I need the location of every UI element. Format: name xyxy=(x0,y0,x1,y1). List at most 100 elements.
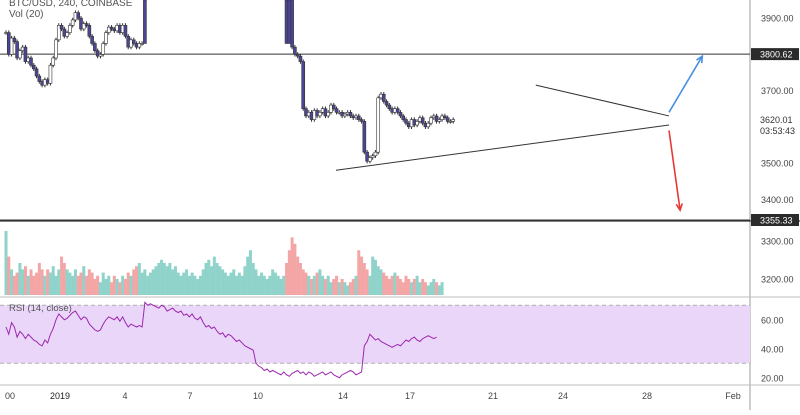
candle xyxy=(106,26,111,33)
volume-bar xyxy=(410,282,414,295)
volume-bar xyxy=(26,275,30,295)
candle xyxy=(359,119,364,122)
volume-bar xyxy=(21,269,25,295)
candle xyxy=(445,117,450,122)
volume-bar xyxy=(135,266,139,295)
volume-bar xyxy=(248,250,252,295)
candle xyxy=(295,54,300,57)
volume-bar xyxy=(118,282,122,295)
volume-bar xyxy=(126,272,130,295)
volume-bar xyxy=(168,263,172,295)
candle xyxy=(98,54,103,57)
volume-bar xyxy=(360,256,364,295)
volume-bar xyxy=(332,279,336,295)
volume-bar xyxy=(146,275,150,295)
candle xyxy=(434,115,439,122)
candle xyxy=(90,35,94,44)
volume-bar xyxy=(215,263,219,295)
volume-bar xyxy=(185,269,189,295)
price-label-box xyxy=(751,124,799,137)
volume-bar xyxy=(304,272,308,295)
volume-axis-tick-label: 3200.00 xyxy=(761,275,794,285)
rsi-band xyxy=(0,305,750,364)
volume-bar xyxy=(401,282,405,295)
volume-bar xyxy=(35,272,39,295)
volume-bar xyxy=(312,275,316,295)
price-label: 3355.33 xyxy=(760,216,793,226)
rsi-axis-tick-label: 40.00 xyxy=(761,344,784,354)
candle xyxy=(404,119,408,124)
candle xyxy=(101,43,106,55)
candle xyxy=(9,37,14,55)
candle xyxy=(370,155,375,158)
candle xyxy=(287,0,292,44)
volume-bar xyxy=(157,263,161,295)
volume-bar xyxy=(151,269,155,295)
candle xyxy=(429,117,433,124)
volume-bar xyxy=(85,275,89,295)
symbol-label: BTC/USD, 240, COINBASE xyxy=(9,0,133,9)
volume-bar xyxy=(404,275,408,295)
price-label-box xyxy=(751,48,799,61)
time-axis-tick-label: 24 xyxy=(558,391,568,401)
volume-bar xyxy=(287,250,291,295)
volume-bar xyxy=(143,269,147,295)
volume-bar xyxy=(426,285,430,295)
candle xyxy=(443,115,447,119)
volume-bar xyxy=(12,275,16,295)
volume-bar xyxy=(276,275,280,295)
volume-bar xyxy=(87,269,91,295)
volume-bar xyxy=(226,275,230,295)
volume-bar xyxy=(285,263,289,295)
candle xyxy=(334,108,339,113)
volume-bar xyxy=(104,279,108,295)
time-axis-tick-label: 4 xyxy=(122,391,127,401)
candle xyxy=(12,37,17,42)
volume-bar xyxy=(440,282,444,295)
volume-bar xyxy=(257,275,261,295)
volume-bar xyxy=(268,275,272,295)
candle xyxy=(18,50,22,59)
rsi-line xyxy=(5,301,437,379)
volume-bar xyxy=(371,256,375,295)
volume-bar xyxy=(115,279,119,295)
candle xyxy=(356,115,361,120)
candle xyxy=(68,25,72,33)
volume-bar xyxy=(382,272,386,295)
volume-bar xyxy=(107,275,111,295)
volume-bar xyxy=(337,282,341,295)
volume-bar xyxy=(323,279,327,295)
volume-bar xyxy=(240,275,244,295)
volume-bar xyxy=(290,237,294,295)
volume-bar xyxy=(387,279,391,295)
volume-bar xyxy=(162,263,166,295)
rsi-axis-tick-label: 20.00 xyxy=(761,373,784,383)
volume-bar xyxy=(32,275,36,295)
volume-axis-tick-label: 3300.00 xyxy=(761,237,794,247)
volume-bar xyxy=(423,282,427,295)
candle xyxy=(29,57,33,66)
volume-bar xyxy=(362,263,366,295)
volume-bar xyxy=(354,275,358,295)
candle xyxy=(373,151,378,157)
price-label-box xyxy=(751,214,799,226)
volume-bar xyxy=(71,275,75,295)
volume-bar xyxy=(196,279,200,295)
price-label-box xyxy=(751,113,799,126)
volume-bar xyxy=(379,269,383,295)
volume-bar xyxy=(176,272,180,295)
volume-bar xyxy=(96,275,100,295)
volume-bar xyxy=(232,269,236,295)
volume-bar xyxy=(407,279,411,295)
volume-bar xyxy=(204,263,208,295)
candle xyxy=(34,68,39,77)
time-axis-tick-label: Feb xyxy=(725,391,741,401)
candle xyxy=(318,112,322,117)
volume-bar xyxy=(193,275,197,295)
candle xyxy=(348,112,353,117)
volume-bar xyxy=(101,272,105,295)
candle xyxy=(426,122,431,128)
volume-bar xyxy=(271,269,275,295)
volume-bar xyxy=(254,269,258,295)
